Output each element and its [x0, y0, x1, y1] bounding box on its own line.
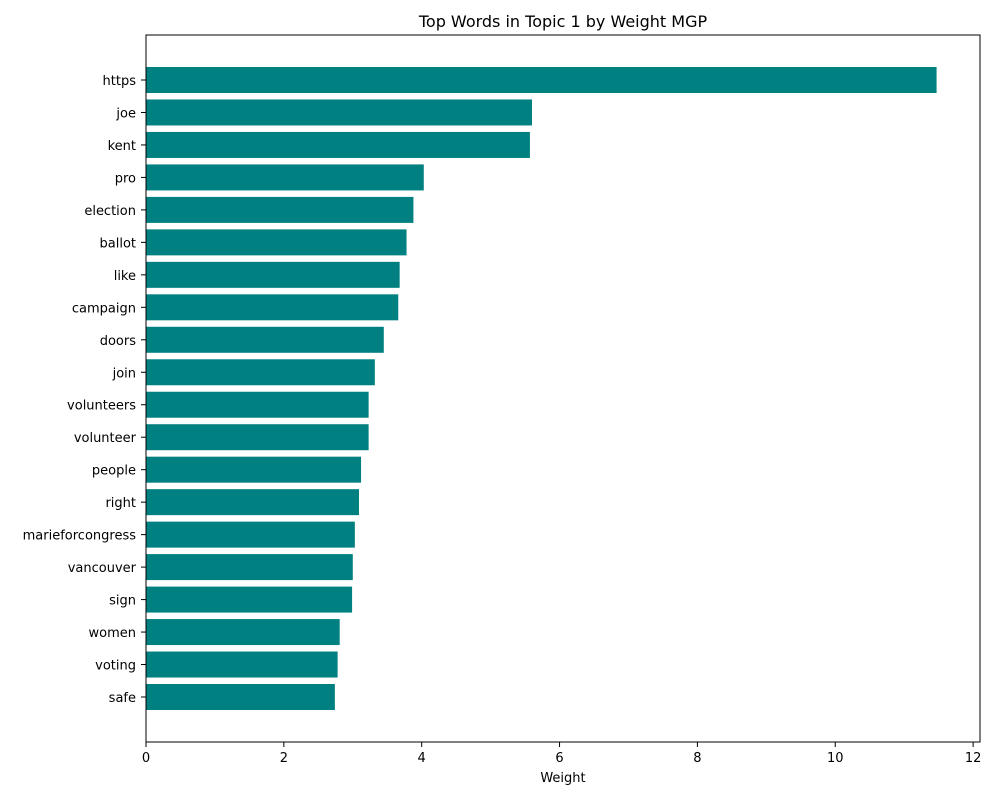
y-tick-label: volunteers — [67, 399, 136, 414]
bar-volunteer — [146, 424, 369, 451]
x-axis: 0 2 4 6 8 10 12 — [142, 742, 982, 766]
bar-doors — [146, 326, 384, 353]
bar-https — [146, 67, 937, 93]
y-tick-label: like — [114, 269, 136, 284]
bar-election — [146, 196, 414, 223]
x-tick-label: 10 — [827, 751, 844, 766]
bar-campaign — [146, 294, 399, 321]
y-tick-label: sign — [109, 594, 136, 609]
y-tick-label: voting — [95, 659, 136, 674]
bar-voting — [146, 651, 338, 678]
bar-volunteers — [146, 391, 369, 418]
x-tick-label: 12 — [965, 751, 982, 766]
x-tick-label: 0 — [142, 751, 150, 766]
x-tick-label: 6 — [555, 751, 563, 766]
bar-kent — [146, 131, 530, 158]
bar-people — [146, 456, 362, 483]
bar-like — [146, 261, 400, 288]
y-tick-label: volunteer — [74, 431, 137, 446]
x-tick-label: 8 — [693, 751, 701, 766]
x-tick-label: 2 — [280, 751, 288, 766]
y-tick-label: joe — [115, 106, 136, 121]
bar-safe — [146, 684, 335, 710]
y-tick-label: people — [92, 464, 136, 479]
y-tick-label: https — [103, 74, 137, 89]
y-tick-label: ballot — [100, 236, 137, 251]
y-tick-label: safe — [109, 691, 136, 706]
plot-frame — [145, 34, 981, 743]
x-axis-label: Weight — [540, 771, 585, 786]
y-tick-label: campaign — [72, 301, 136, 316]
bar-right — [146, 489, 359, 516]
y-tick-label: right — [105, 496, 136, 511]
y-tick-label: election — [84, 204, 136, 219]
y-tick-label: marieforcongress — [23, 529, 137, 544]
bar-sign — [146, 586, 353, 613]
y-tick-label: join — [112, 366, 136, 381]
bar-vancouver — [146, 554, 353, 581]
bar-women — [146, 619, 340, 646]
bar-marieforcongress — [146, 521, 355, 548]
y-tick-label: kent — [108, 139, 136, 154]
y-axis: https joe kent pro election ballot like campaig… — [23, 74, 146, 706]
x-tick-label: 4 — [418, 751, 426, 766]
y-tick-label: pro — [115, 171, 136, 186]
chart-title: Top Words in Topic 1 by Weight MGP — [418, 12, 708, 31]
bar-join — [146, 359, 375, 386]
y-tick-label: women — [89, 626, 137, 641]
bar-ballot — [146, 229, 407, 256]
bar-joe — [146, 99, 532, 126]
y-tick-label: doors — [100, 334, 137, 349]
bars-layer — [146, 67, 937, 710]
y-tick-label: vancouver — [68, 561, 137, 576]
bar-pro — [146, 164, 424, 191]
